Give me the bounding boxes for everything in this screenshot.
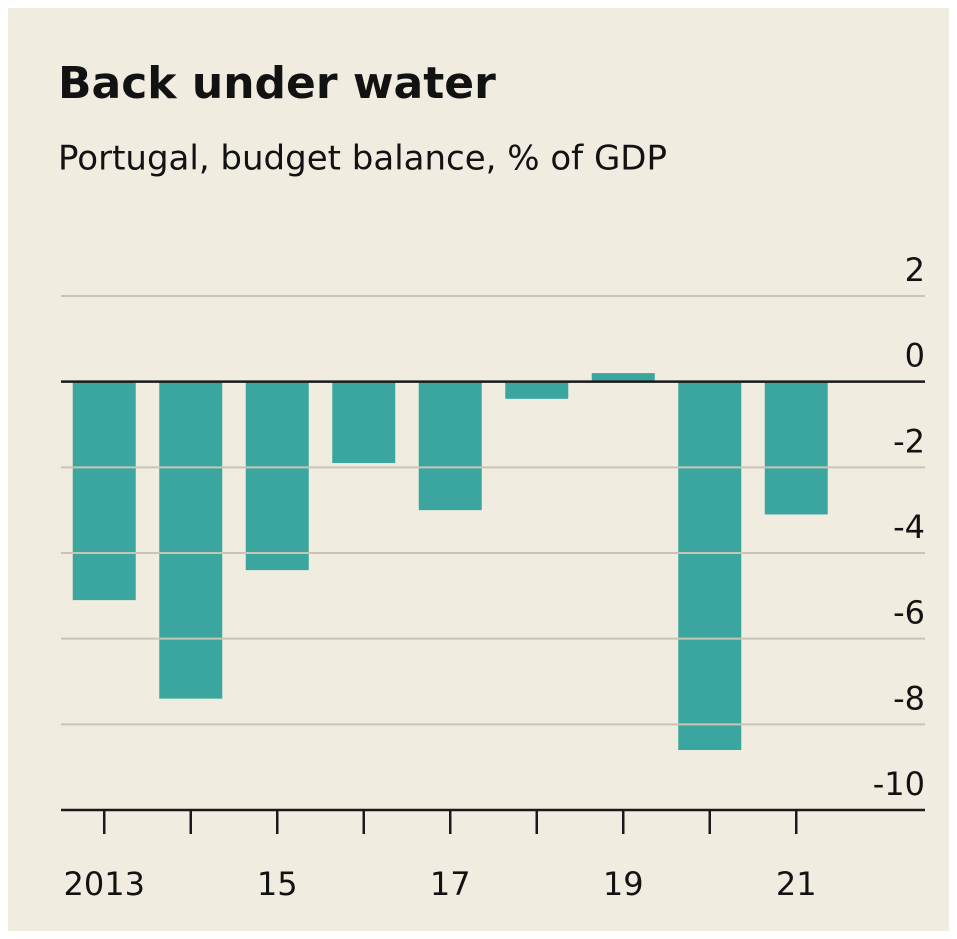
y-tick-label: -6 [893, 594, 925, 632]
y-tick-label: -2 [893, 422, 925, 460]
bar [159, 381, 223, 699]
y-tick-label: -10 [873, 765, 925, 803]
x-tick-label: 19 [603, 865, 644, 903]
x-tick-label: 15 [257, 865, 298, 903]
chart-subtitle: Portugal, budget balance, % of GDP [58, 139, 667, 179]
y-tick-label: 0 [905, 337, 925, 375]
bar [245, 381, 309, 571]
bar [72, 381, 136, 601]
bar [418, 381, 482, 511]
x-tick-label: 2013 [64, 865, 145, 903]
bar [591, 373, 655, 382]
bar [505, 381, 569, 399]
x-tick-label: 21 [776, 865, 817, 903]
y-tick-label: -8 [893, 679, 925, 717]
bar [678, 381, 742, 751]
y-tick-label: 2 [905, 251, 925, 289]
bar [332, 381, 396, 464]
x-tick-label: 17 [430, 865, 471, 903]
bar [764, 381, 828, 515]
y-tick-label: -4 [893, 508, 925, 546]
chart-title: Back under water [58, 58, 496, 109]
